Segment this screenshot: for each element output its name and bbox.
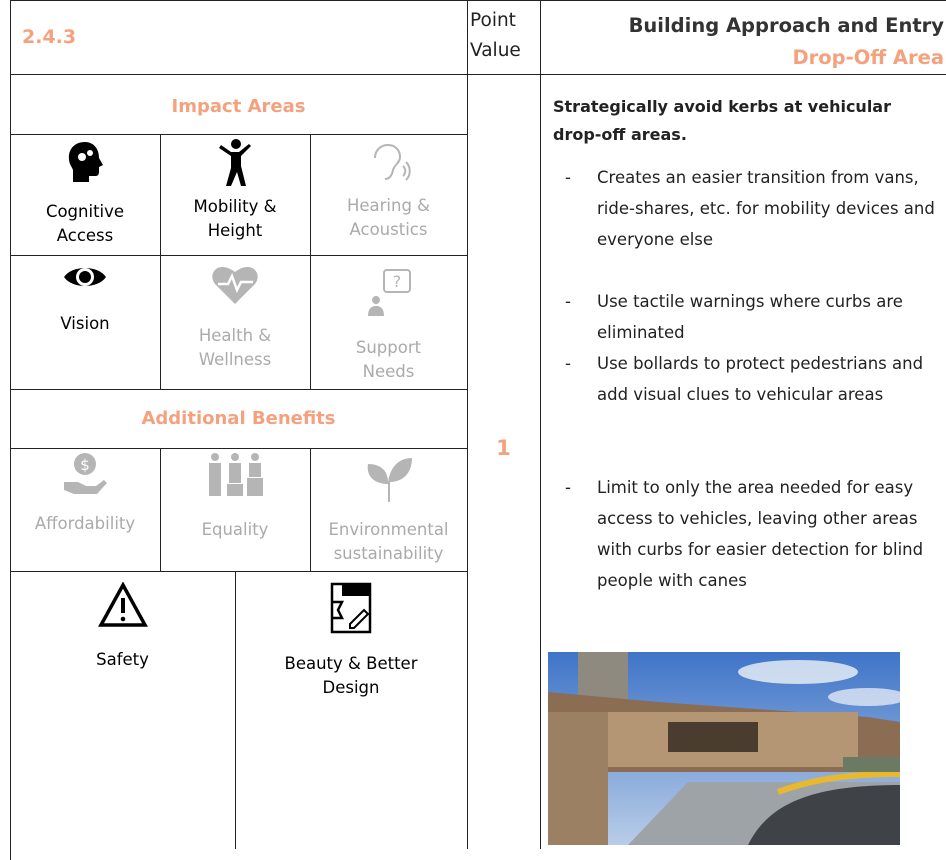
- impact-label: Health & Wellness: [198, 326, 272, 369]
- bullet: - Use bollards to protect pedestrians and…: [557, 348, 942, 410]
- rule: [10, 448, 467, 449]
- bullet-text: Use bollards to protect pedestrians and …: [597, 354, 924, 404]
- benefit-cell: $ Affordability: [10, 452, 160, 567]
- point-value-header: Point Value: [470, 10, 521, 61]
- impact-label: Cognitive Access: [45, 202, 125, 245]
- impact-cell: Hearing & Acoustics: [310, 140, 467, 252]
- bullet: - Creates an easier transition from vans,…: [557, 162, 942, 255]
- rule: [10, 389, 467, 390]
- rule: [10, 255, 467, 256]
- bullet: - Use tactile warnings where curbs are el…: [557, 286, 942, 348]
- bullet-text: Creates an easier transition from vans, …: [597, 168, 935, 249]
- svg-text:?: ?: [392, 272, 401, 291]
- impact-label: Mobility & Height: [193, 197, 277, 240]
- svg-text:$: $: [80, 456, 90, 474]
- rule: [10, 134, 467, 135]
- rule: [467, 0, 468, 849]
- bullet: - Limit to only the area needed for easy …: [557, 472, 942, 596]
- benefit-cell: Environmental sustainability: [310, 454, 467, 569]
- table-border: [10, 0, 946, 860]
- bullet-dash: -: [565, 478, 571, 497]
- impact-cell: Mobility & Height: [160, 138, 310, 252]
- bullet-text: Use tactile warnings where curbs are eli…: [597, 292, 903, 342]
- bullet-text: Limit to only the area needed for easy a…: [597, 478, 924, 590]
- benefit-label: Beauty & Better Design: [284, 654, 418, 697]
- impact-cell: Health & Wellness: [160, 262, 310, 387]
- section-heading: Impact Areas: [171, 96, 306, 117]
- rule: [160, 448, 161, 571]
- impact-label: Vision: [60, 314, 110, 333]
- impact-label: Hearing & Acoustics: [346, 196, 431, 239]
- description-heading: Strategically avoid kerbs at vehicular d…: [553, 97, 891, 144]
- rule: [160, 134, 161, 389]
- benefit-cell: Equality: [160, 452, 310, 567]
- bullet-dash: -: [565, 168, 571, 187]
- benefit-cell: Beauty & Better Design: [235, 580, 467, 710]
- benefit-label: Safety: [96, 650, 149, 669]
- section-heading: Additional Benefits: [141, 408, 336, 429]
- benefit-label: Equality: [201, 520, 269, 539]
- rule: [10, 571, 467, 572]
- benefit-cell: Safety: [10, 582, 235, 682]
- rule: [235, 571, 236, 849]
- benefit-label: Affordability: [34, 514, 136, 533]
- point-value: 1: [496, 436, 511, 460]
- title: Building Approach and Entry: [628, 14, 944, 37]
- section-number: 2.4.3: [22, 26, 77, 48]
- impact-cell: Vision: [10, 262, 160, 387]
- photo: [548, 652, 900, 845]
- impact-cell: ? Support Needs: [310, 268, 467, 388]
- rule: [540, 0, 541, 849]
- bullet-dash: -: [565, 292, 571, 311]
- bullet-dash: -: [565, 354, 571, 373]
- rule: [310, 134, 311, 389]
- impact-cell: Cognitive Access: [10, 140, 160, 252]
- benefit-label: Environmental sustainability: [328, 520, 449, 563]
- rule: [10, 74, 946, 75]
- impact-label: Support Needs: [355, 338, 422, 381]
- rule: [310, 448, 311, 571]
- subtitle: Drop-Off Area: [792, 46, 944, 69]
